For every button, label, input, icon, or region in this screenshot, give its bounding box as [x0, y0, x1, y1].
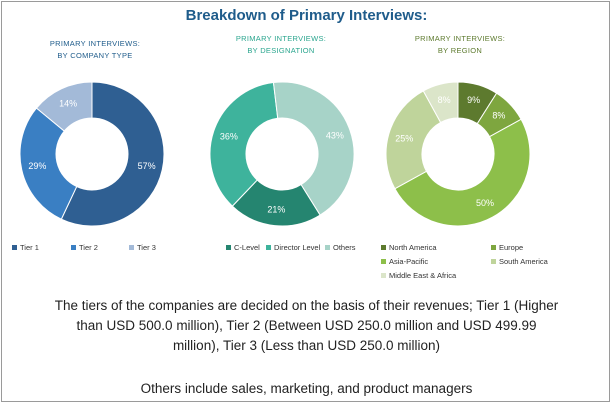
legend-label: South America: [499, 257, 548, 266]
legend-item: C-Level: [226, 243, 260, 252]
legend-item: Tier 2: [71, 243, 98, 252]
slice-value-label: 14%: [59, 98, 77, 108]
legend-label: Director Level: [274, 243, 321, 252]
donut-slice: [60, 82, 165, 227]
slice-value-label: 36%: [220, 131, 238, 141]
donut-slice: [209, 82, 279, 207]
legend-swatch: [71, 245, 76, 250]
note-line-2: than USD 500.0 million), Tier 2 (Between…: [76, 318, 537, 333]
donut-chart-designation: 21% 36% 43%: [209, 82, 355, 227]
note-line-3: million), Tier 3 (Less than USD 250.0 mi…: [172, 338, 441, 353]
slice-value-label: 57%: [138, 161, 156, 171]
legend-company-type: Tier 1 Tier 2 Tier 3: [12, 243, 187, 257]
legend-item: North America: [381, 243, 437, 252]
page-title: Breakdown of Primary Interviews:: [185, 7, 428, 24]
slice-value-label: 25%: [395, 133, 413, 143]
note-line-1: The tiers of the companies are decided o…: [54, 298, 559, 313]
legend-item: South America: [491, 257, 548, 266]
donut-slice: [394, 118, 531, 227]
donut-slice: [35, 82, 93, 132]
legend-swatch: [266, 245, 271, 250]
legend-swatch: [325, 245, 330, 250]
subtitle-line: BY COMPANY TYPE: [57, 51, 133, 60]
chart-company-type-subtitle: PRIMARY INTERVIEWS: BY COMPANY TYPE: [10, 38, 180, 62]
legend-label: Europe: [499, 243, 524, 252]
tier-definition-note: The tiers of the companies are decided o…: [0, 296, 613, 356]
legend-swatch: [491, 259, 496, 264]
legend-label: Others: [333, 243, 356, 252]
legend-swatch: [491, 245, 496, 250]
others-note: Others include sales, marketing, and pro…: [140, 381, 473, 396]
legend-item: Middle East & Africa: [381, 271, 456, 280]
legend-designation: C-Level Director Level Others: [226, 243, 366, 257]
donut-chart-region: 9% 8% 50% 25% 8%: [385, 82, 531, 227]
subtitle-line: BY REGION: [437, 46, 483, 55]
legend-swatch: [381, 245, 386, 250]
legend-swatch: [226, 245, 231, 250]
donut-slice: [422, 82, 459, 124]
slice-value-label: 29%: [28, 161, 46, 171]
legend-item: Others: [325, 243, 356, 252]
chart-designation-subtitle: PRIMARY INTERVIEWS: BY DESIGNATION: [196, 33, 366, 57]
subtitle-line: BY DESIGNATION: [247, 46, 315, 55]
chart-region-subtitle: PRIMARY INTERVIEWS: BY REGION: [375, 33, 545, 57]
subtitle-line: PRIMARY INTERVIEWS:: [414, 34, 506, 43]
legend-label: Tier 1: [20, 243, 39, 252]
legend-item: Tier 3: [129, 243, 156, 252]
donut-slice: [19, 107, 78, 220]
slice-value-label: 21%: [267, 205, 285, 215]
legend-item: Asia-Pacific: [381, 257, 428, 266]
slice-value-label: 9%: [467, 95, 480, 105]
legend-item: Europe: [491, 243, 523, 252]
legend-item: Director Level: [266, 243, 320, 252]
legend-item: Tier 1: [12, 243, 39, 252]
slice-value-label: 8%: [492, 111, 505, 121]
legend-region: North America Europe Asia-Pacific South Ame…: [381, 243, 606, 283]
slice-value-label: 8%: [438, 95, 451, 105]
legend-swatch: [12, 245, 17, 250]
legend-swatch: [381, 273, 386, 278]
legend-swatch: [129, 245, 134, 250]
legend-label: North America: [389, 243, 437, 252]
subtitle-line: PRIMARY INTERVIEWS:: [235, 34, 327, 43]
slice-value-label: 50%: [476, 198, 494, 208]
legend-label: Tier 2: [79, 243, 98, 252]
slice-value-label: 43%: [326, 130, 344, 140]
subtitle-line: PRIMARY INTERVIEWS:: [49, 39, 141, 48]
donut-chart-company-type: 57% 29% 14%: [19, 82, 165, 227]
legend-swatch: [381, 259, 386, 264]
legend-label: Tier 3: [137, 243, 156, 252]
legend-label: Asia-Pacific: [389, 257, 429, 266]
legend-label: Middle East & Africa: [389, 271, 457, 280]
donut-slice: [272, 82, 355, 216]
legend-label: C-Level: [234, 243, 260, 252]
